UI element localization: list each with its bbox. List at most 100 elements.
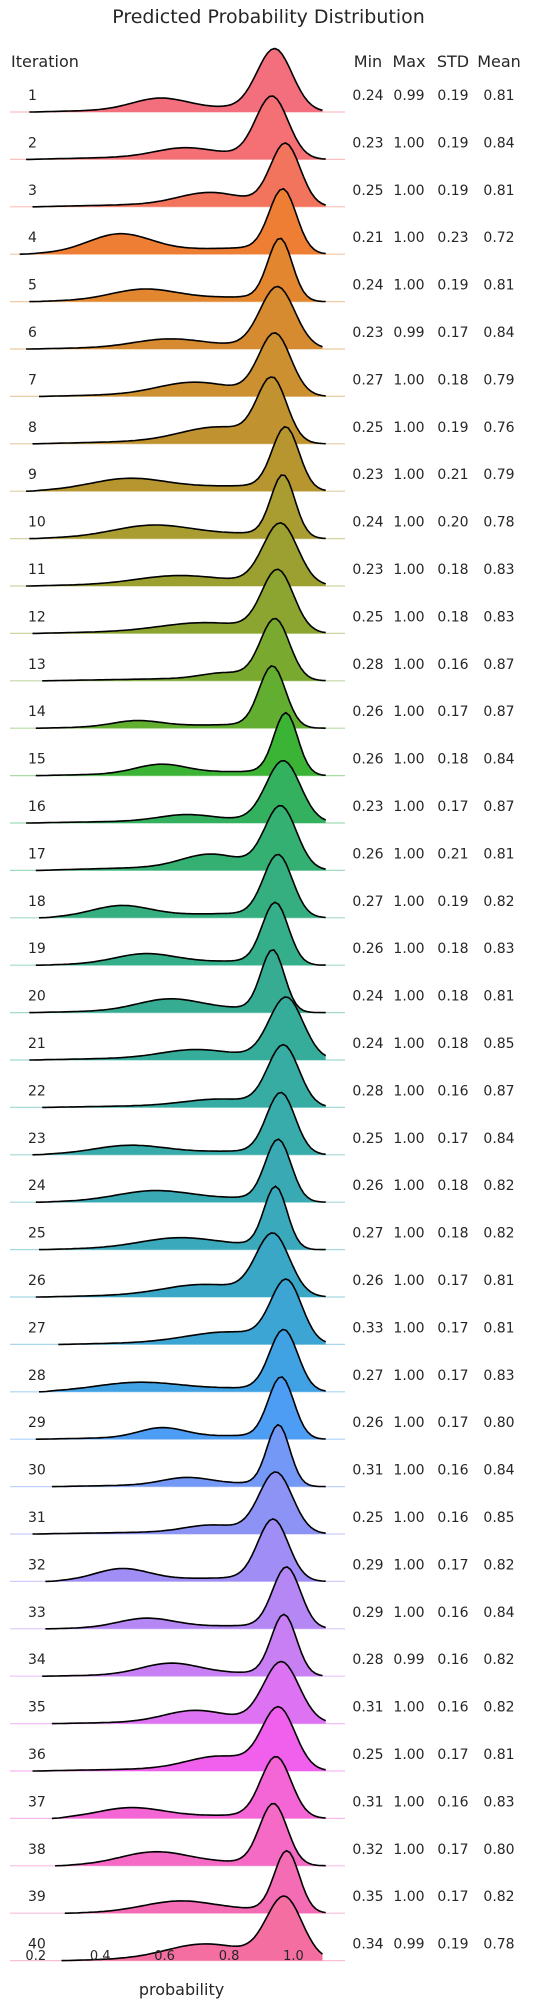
stat-std: 0.18 bbox=[437, 989, 468, 1005]
stat-max: 1.00 bbox=[393, 1463, 424, 1479]
ridge-row-18: 18 0.27 1.00 0.19 0.82 bbox=[10, 853, 515, 919]
stat-min: 0.26 bbox=[352, 1178, 383, 1194]
iteration-label: 7 bbox=[28, 372, 37, 388]
stat-min: 0.26 bbox=[352, 704, 383, 720]
iteration-label: 38 bbox=[28, 1842, 46, 1858]
ridge-density-fill bbox=[32, 1706, 326, 1771]
stat-mean: 0.79 bbox=[483, 467, 514, 483]
stat-std: 0.17 bbox=[437, 1131, 468, 1147]
stat-mean: 0.82 bbox=[483, 1889, 514, 1905]
stat-min: 0.28 bbox=[352, 657, 383, 673]
stat-mean: 0.82 bbox=[483, 894, 514, 910]
stat-max: 1.00 bbox=[393, 1083, 424, 1099]
ridge-density-outline bbox=[39, 1185, 326, 1251]
ridge-density-fill bbox=[32, 377, 326, 444]
ridge-density-fill bbox=[29, 997, 326, 1060]
stat-max: 1.00 bbox=[393, 1131, 424, 1147]
iteration-label: 23 bbox=[28, 1131, 46, 1147]
stat-std: 0.16 bbox=[437, 657, 468, 673]
stat-max: 1.00 bbox=[393, 609, 424, 625]
ridge-density-fill bbox=[26, 522, 326, 586]
ridge-density-fill bbox=[32, 1092, 326, 1155]
stat-max: 1.00 bbox=[393, 562, 424, 578]
stat-max: 0.99 bbox=[393, 325, 424, 341]
stat-std: 0.16 bbox=[437, 1700, 468, 1716]
stat-std: 0.23 bbox=[437, 230, 468, 246]
ridge-density-outline bbox=[55, 1802, 326, 1867]
ridge-density-outline bbox=[42, 1613, 323, 1677]
iteration-label: 33 bbox=[28, 1605, 46, 1621]
ridge-density-outline bbox=[26, 521, 326, 587]
ridge-density-outline bbox=[38, 1328, 326, 1393]
x-tick-label: 0.4 bbox=[90, 1949, 111, 1964]
ridge-density-outline bbox=[58, 1278, 327, 1346]
ridge-density-fill bbox=[39, 854, 326, 918]
stat-max: 1.00 bbox=[393, 799, 424, 815]
ridge-density-outline bbox=[42, 617, 326, 682]
stat-max: 1.00 bbox=[393, 704, 424, 720]
ridge-row-40: 40 0.34 0.99 0.19 0.78 bbox=[10, 1895, 515, 1962]
ridge-row-24: 24 0.26 1.00 0.18 0.82 bbox=[10, 1138, 515, 1203]
stat-min: 0.25 bbox=[352, 1747, 383, 1763]
stat-mean: 0.87 bbox=[483, 1083, 514, 1099]
ridge-row-34: 34 0.28 0.99 0.16 0.82 bbox=[10, 1613, 515, 1677]
ridge-density-fill bbox=[35, 902, 326, 966]
stat-min: 0.26 bbox=[352, 846, 383, 862]
ridge-density-fill bbox=[58, 1279, 326, 1345]
ridge-density-outline bbox=[19, 187, 326, 255]
stat-std: 0.18 bbox=[437, 1178, 468, 1194]
stat-max: 1.00 bbox=[393, 846, 424, 862]
ridge-density-outline bbox=[26, 95, 326, 161]
ridge-density-fill bbox=[39, 332, 326, 397]
stat-min: 0.23 bbox=[352, 325, 383, 341]
ridge-density-outline bbox=[29, 948, 326, 1014]
stat-mean: 0.87 bbox=[483, 799, 514, 815]
stat-mean: 0.81 bbox=[483, 278, 514, 294]
ridge-density-outline bbox=[35, 1232, 326, 1298]
ridge-row-37: 37 0.31 1.00 0.16 0.83 bbox=[10, 1755, 515, 1820]
ridge-row-17: 17 0.26 1.00 0.21 0.81 bbox=[10, 805, 515, 872]
stat-min: 0.24 bbox=[352, 515, 383, 531]
stat-std: 0.20 bbox=[437, 515, 468, 531]
stat-mean: 0.78 bbox=[483, 1937, 514, 1953]
stat-min: 0.34 bbox=[352, 1937, 383, 1953]
iteration-label: 28 bbox=[28, 1368, 46, 1384]
stat-mean: 0.80 bbox=[483, 1842, 514, 1858]
stat-min: 0.24 bbox=[352, 989, 383, 1005]
ridge-density-outline bbox=[35, 711, 326, 777]
ridge-density-outline bbox=[29, 47, 323, 113]
ridge-density-outline bbox=[32, 568, 326, 635]
stat-min: 0.24 bbox=[352, 278, 383, 294]
stat-mean: 0.83 bbox=[483, 562, 514, 578]
ridge-row-10: 10 0.24 1.00 0.20 0.78 bbox=[10, 474, 515, 540]
stat-std: 0.17 bbox=[437, 1368, 468, 1384]
stat-mean: 0.87 bbox=[483, 704, 514, 720]
ridge-density-outline bbox=[35, 1376, 326, 1440]
iteration-label: 3 bbox=[28, 183, 37, 199]
stat-std: 0.19 bbox=[437, 88, 468, 104]
ridge-density-fill bbox=[29, 475, 326, 539]
ridge-density-fill bbox=[64, 1850, 326, 1914]
ridge-row-23: 23 0.25 1.00 0.17 0.84 bbox=[10, 1091, 515, 1156]
ridge-density-outline bbox=[26, 285, 323, 350]
stat-min: 0.29 bbox=[352, 1557, 383, 1573]
stat-mean: 0.83 bbox=[483, 609, 514, 625]
ridge-row-36: 36 0.25 1.00 0.17 0.81 bbox=[10, 1705, 515, 1772]
ridge-density-fill bbox=[35, 1232, 326, 1297]
stat-mean: 0.76 bbox=[483, 420, 514, 436]
stat-mean: 0.82 bbox=[483, 1557, 514, 1573]
stat-min: 0.29 bbox=[352, 1605, 383, 1621]
stat-max: 1.00 bbox=[393, 183, 424, 199]
ridge-row-26: 26 0.26 1.00 0.17 0.81 bbox=[10, 1232, 515, 1298]
ridge-density-fill bbox=[26, 426, 326, 492]
ridge-density-outline bbox=[29, 474, 326, 540]
ridge-density-outline bbox=[35, 901, 326, 966]
iteration-label: 24 bbox=[28, 1178, 46, 1194]
stat-std: 0.18 bbox=[437, 1226, 468, 1242]
stat-mean: 0.79 bbox=[483, 372, 514, 388]
ridge-row-29: 29 0.26 1.00 0.17 0.80 bbox=[10, 1376, 515, 1440]
stat-std: 0.18 bbox=[437, 562, 468, 578]
iteration-label: 10 bbox=[28, 515, 46, 531]
stat-min: 0.23 bbox=[352, 135, 383, 151]
